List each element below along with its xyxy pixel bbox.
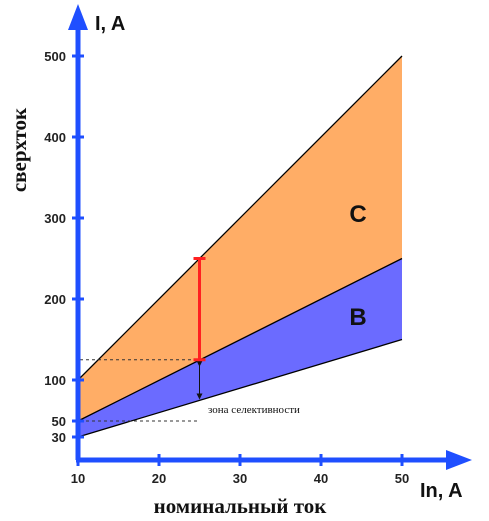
x-tick-label: 50 — [395, 471, 409, 486]
x-axis-arrow — [446, 450, 472, 470]
y-tick-label: 30 — [52, 430, 66, 445]
boundary-line — [77, 257, 403, 422]
y-tick-label: 500 — [44, 49, 66, 64]
region-c-area — [78, 56, 402, 421]
selectivity-zone-label: зона селективности — [208, 404, 300, 416]
y-tick-label: 100 — [44, 373, 66, 388]
region-b-area — [78, 258, 402, 437]
y-tick-label: 300 — [44, 211, 66, 226]
y-axis-arrow — [68, 4, 88, 30]
x-tick-label: 10 — [71, 471, 85, 486]
x-axis-unit-label: In, A — [420, 480, 463, 502]
region-b-label: B — [349, 304, 366, 331]
y-tick-label: 400 — [44, 130, 66, 145]
boundary-line — [77, 338, 403, 438]
y-tick-label: 50 — [52, 414, 66, 429]
y-tick-label: 200 — [44, 292, 66, 307]
boundary-line — [77, 55, 403, 381]
y-axis-title: сверхток — [7, 107, 31, 192]
x-tick-label: 20 — [152, 471, 166, 486]
y-axis-unit-label: I, A — [95, 13, 125, 35]
region-c-label: C — [349, 201, 366, 228]
x-tick-label: 30 — [233, 471, 247, 486]
x-axis-title: номинальный ток — [154, 494, 328, 518]
x-tick-label: 40 — [314, 471, 328, 486]
